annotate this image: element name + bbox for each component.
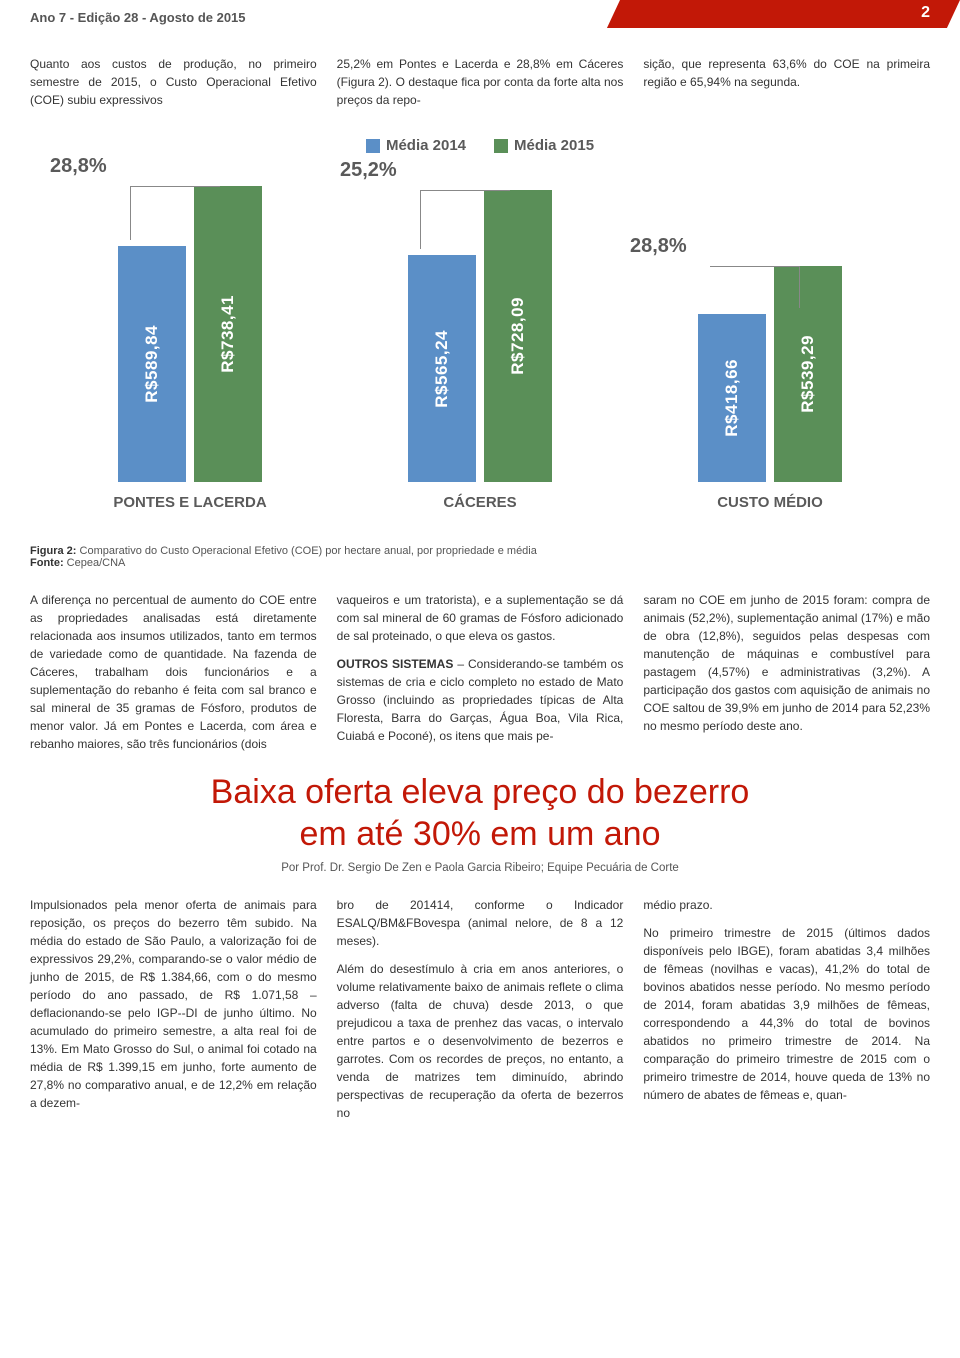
bracket-icon <box>130 186 220 239</box>
bottom-paragraph: Impulsionados pela menor oferta de anima… <box>30 896 930 1122</box>
chart-group: R$418,66R$539,2928,8% <box>660 266 880 482</box>
bar-value-label: R$565,24 <box>432 330 452 408</box>
group-axis-label: PONTES E LACERDA <box>80 494 300 511</box>
caption-bold: Figura 2: <box>30 545 76 557</box>
bracket-icon <box>420 190 510 249</box>
chart-group: R$589,84R$738,4128,8% <box>80 186 300 481</box>
bar-value-label: R$418,66 <box>722 359 742 437</box>
bracket-icon <box>710 266 800 308</box>
pct-change-label: 25,2% <box>340 159 397 182</box>
group-axis-label: CUSTO MÉDIO <box>660 494 880 511</box>
legend-item: Média 2014 <box>366 137 466 154</box>
legend-item: Média 2015 <box>494 137 594 154</box>
top-col2: 25,2% em Pontes e Lacerda e 28,8% em Các… <box>337 55 624 109</box>
bar-value-label: R$539,29 <box>798 335 818 413</box>
mid-col1: A diferença no percentual de aumento do … <box>30 591 317 753</box>
group-axis-label: CÁCERES <box>370 494 590 511</box>
bottom-col2: bro de 201414, conforme o Indicador ESAL… <box>337 896 624 1122</box>
chart-bar: R$565,24 <box>408 255 476 481</box>
legend-color-icon <box>366 139 380 153</box>
caption-text2: Cepea/CNA <box>64 557 126 569</box>
article-byline: Por Prof. Dr. Sergio De Zen e Paola Garc… <box>30 862 930 874</box>
legend-label: Média 2015 <box>514 137 594 154</box>
bar-value-label: R$728,09 <box>508 297 528 375</box>
chart-group: R$565,24R$728,0925,2% <box>370 190 590 481</box>
bottom-col3: médio prazo.No primeiro trimestre de 201… <box>643 896 930 1122</box>
legend-label: Média 2014 <box>386 137 466 154</box>
edition-label: Ano 7 - Edição 28 - Agosto de 2015 <box>30 10 246 25</box>
article-headline: Baixa oferta eleva preço do bezerro em a… <box>30 771 930 856</box>
mid-col2: vaqueiros e um tratorista), e a suplemen… <box>337 591 624 753</box>
legend-color-icon <box>494 139 508 153</box>
mid-paragraph: A diferença no percentual de aumento do … <box>30 591 930 753</box>
mid-col3: saram no COE em junho de 2015 foram: com… <box>643 591 930 753</box>
top-paragraph: Quanto aos custos de produção, no primei… <box>30 55 930 109</box>
chart-caption: Figura 2: Comparativo do Custo Operacion… <box>30 545 930 569</box>
chart-bar: R$418,66 <box>698 314 766 481</box>
caption-bold2: Fonte: <box>30 557 64 569</box>
bottom-col1: Impulsionados pela menor oferta de anima… <box>30 896 317 1122</box>
headline-line2: em até 30% em um ano <box>300 815 661 853</box>
chart-bar: R$589,84 <box>118 246 186 482</box>
chart-group-labels: PONTES E LACERDA CÁCERES CUSTO MÉDIO <box>50 482 910 511</box>
pct-change-label: 28,8% <box>50 155 107 178</box>
page-header: Ano 7 - Edição 28 - Agosto de 2015 2 <box>0 0 960 40</box>
bar-value-label: R$738,41 <box>218 295 238 373</box>
top-col3: sição, que representa 63,6% do COE na pr… <box>643 55 930 109</box>
pct-change-label: 28,8% <box>630 235 687 258</box>
chart-legend: Média 2014 Média 2015 <box>50 137 910 158</box>
bar-chart: Média 2014 Média 2015 R$589,84 R$738,41 28,… <box>30 127 930 531</box>
chart-groups: R$589,84R$738,4128,8%R$565,24R$728,0925,… <box>50 182 910 482</box>
caption-text: Comparativo do Custo Operacional Efetivo… <box>76 545 536 557</box>
header-red-stripe <box>607 0 960 28</box>
headline-line1: Baixa oferta eleva preço do bezerro <box>211 773 750 811</box>
bar-value-label: R$589,84 <box>142 325 162 403</box>
page-number: 2 <box>921 4 930 22</box>
top-col1: Quanto aos custos de produção, no primei… <box>30 55 317 109</box>
